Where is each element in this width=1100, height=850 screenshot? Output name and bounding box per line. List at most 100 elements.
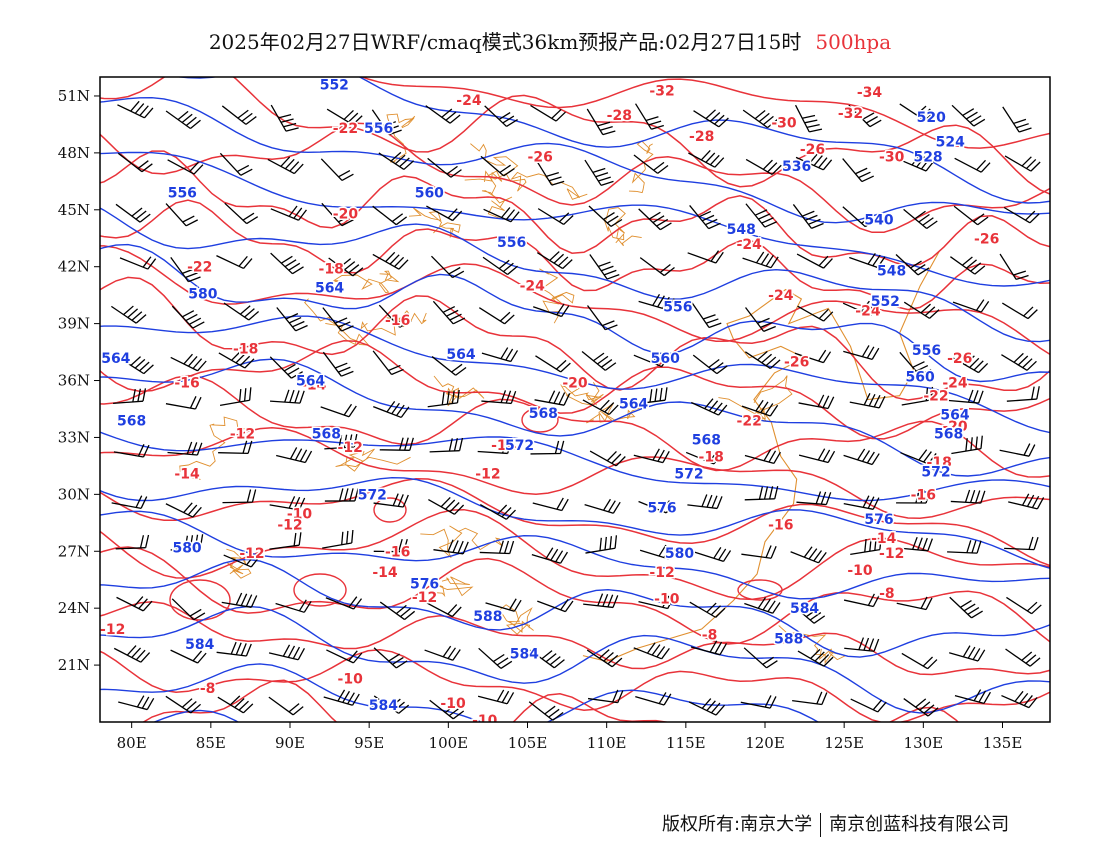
wind-barb [744, 486, 779, 501]
height-labels: 552 556 556 560 556 548 540 548 552 564 556 564 560 5… [100, 77, 971, 715]
boundary-line [499, 604, 534, 635]
wind-barb [638, 208, 672, 231]
wind-barb [321, 202, 354, 227]
wind-barb [694, 547, 732, 563]
lon-tick-label: 125E [824, 734, 864, 752]
wind-barb [534, 390, 571, 406]
boundary-line [408, 207, 461, 238]
temperature-label: -12 [277, 518, 302, 534]
temperature-label: -12 [475, 466, 500, 482]
contour-line [100, 426, 1050, 520]
wind-barb [586, 108, 616, 136]
wind-barb [953, 205, 989, 226]
wind-barb [113, 444, 150, 458]
lat-tick-label: 39N [58, 315, 90, 333]
boundary-line [179, 416, 245, 480]
wind-barb [115, 534, 150, 550]
lon-tick-label: 110E [587, 734, 627, 752]
boundary-line [464, 143, 519, 182]
height-label: 568 [312, 427, 341, 443]
wind-barb [170, 534, 204, 551]
wind-barb [531, 547, 568, 564]
height-label: 524 [936, 135, 965, 151]
wind-barb [692, 354, 728, 375]
wind-barb [484, 105, 518, 127]
wind-barb [794, 349, 832, 364]
wind-barb [639, 257, 675, 277]
temperature-label: -30 [879, 150, 905, 166]
boundary-line [360, 310, 427, 336]
temperature-label: -10 [440, 696, 466, 712]
wind-barb [113, 645, 151, 663]
wind-barb [1008, 493, 1045, 510]
wind-barb [481, 390, 517, 405]
wind-barb [1003, 206, 1040, 224]
wind-barb [480, 155, 515, 177]
height-label: 520 [917, 110, 946, 126]
wind-barb [429, 699, 465, 720]
temperature-label: -20 [942, 419, 968, 435]
wind-barb [999, 443, 1036, 457]
wind-barb [999, 253, 1029, 280]
wind-barb [170, 353, 207, 372]
lon-tick-label: 95E [354, 734, 384, 752]
wind-barb [843, 593, 880, 608]
temperature-label: -10 [287, 506, 313, 522]
wind-barb [268, 696, 304, 716]
contour-line [100, 207, 1050, 343]
wind-barb [741, 399, 779, 417]
wind-barb [790, 546, 827, 564]
wind-barb [165, 502, 202, 518]
temperature-label: -24 [737, 237, 763, 253]
wind-barb [269, 532, 302, 550]
boundary-line [327, 270, 400, 294]
temperature-label: -10 [654, 592, 680, 608]
wind-barb [903, 698, 939, 717]
height-label: 572 [674, 466, 703, 482]
wind-barb [113, 388, 147, 405]
temperature-label: -24 [456, 93, 482, 109]
wind-barb [426, 205, 463, 222]
wind-barb [742, 109, 779, 129]
contour-line [100, 151, 1050, 287]
wind-barb [322, 351, 354, 377]
wind-barb [745, 158, 782, 176]
contour-line [100, 77, 1050, 195]
wind-barb [687, 250, 724, 264]
temperature-label: -12 [239, 546, 264, 562]
wind-barb [328, 257, 364, 277]
wind-barb [165, 203, 199, 227]
wind-barb [270, 205, 307, 221]
wind-barb [373, 647, 408, 669]
temperature-label: -12 [100, 622, 125, 638]
wind-barb [478, 307, 515, 325]
lon-tick-label: 130E [904, 734, 944, 752]
footer-divider [820, 813, 822, 837]
contour-line [100, 663, 820, 722]
boundary-line [386, 113, 416, 163]
chart-title: 2025年02月27日WRF/cmaq模式36km预报产品:02月27日15时 5… [0, 26, 1100, 55]
wind-barb [535, 355, 571, 373]
wind-barb [221, 105, 257, 125]
wind-barb [379, 601, 416, 621]
temperature-label: -20 [562, 375, 588, 391]
wind-barb [587, 689, 624, 704]
wind-barb [432, 300, 466, 325]
height-label: 588 [774, 632, 803, 648]
height-label: 548 [727, 222, 756, 238]
temperature-label: -8 [702, 628, 718, 644]
wind-barb [320, 403, 357, 418]
wind-barb [584, 159, 614, 186]
contour-line [100, 431, 1050, 502]
wind-barb [276, 307, 308, 332]
wind-barb [429, 437, 464, 453]
wind-barb [947, 540, 982, 554]
wind-barb [115, 203, 151, 223]
wind-barb [633, 448, 670, 464]
wind-barb [691, 398, 728, 416]
temperature-label: -16 [385, 313, 410, 329]
coastline [582, 251, 940, 662]
contour-loop [373, 497, 407, 523]
wind-barb [843, 495, 880, 510]
wind-barb [269, 496, 306, 511]
